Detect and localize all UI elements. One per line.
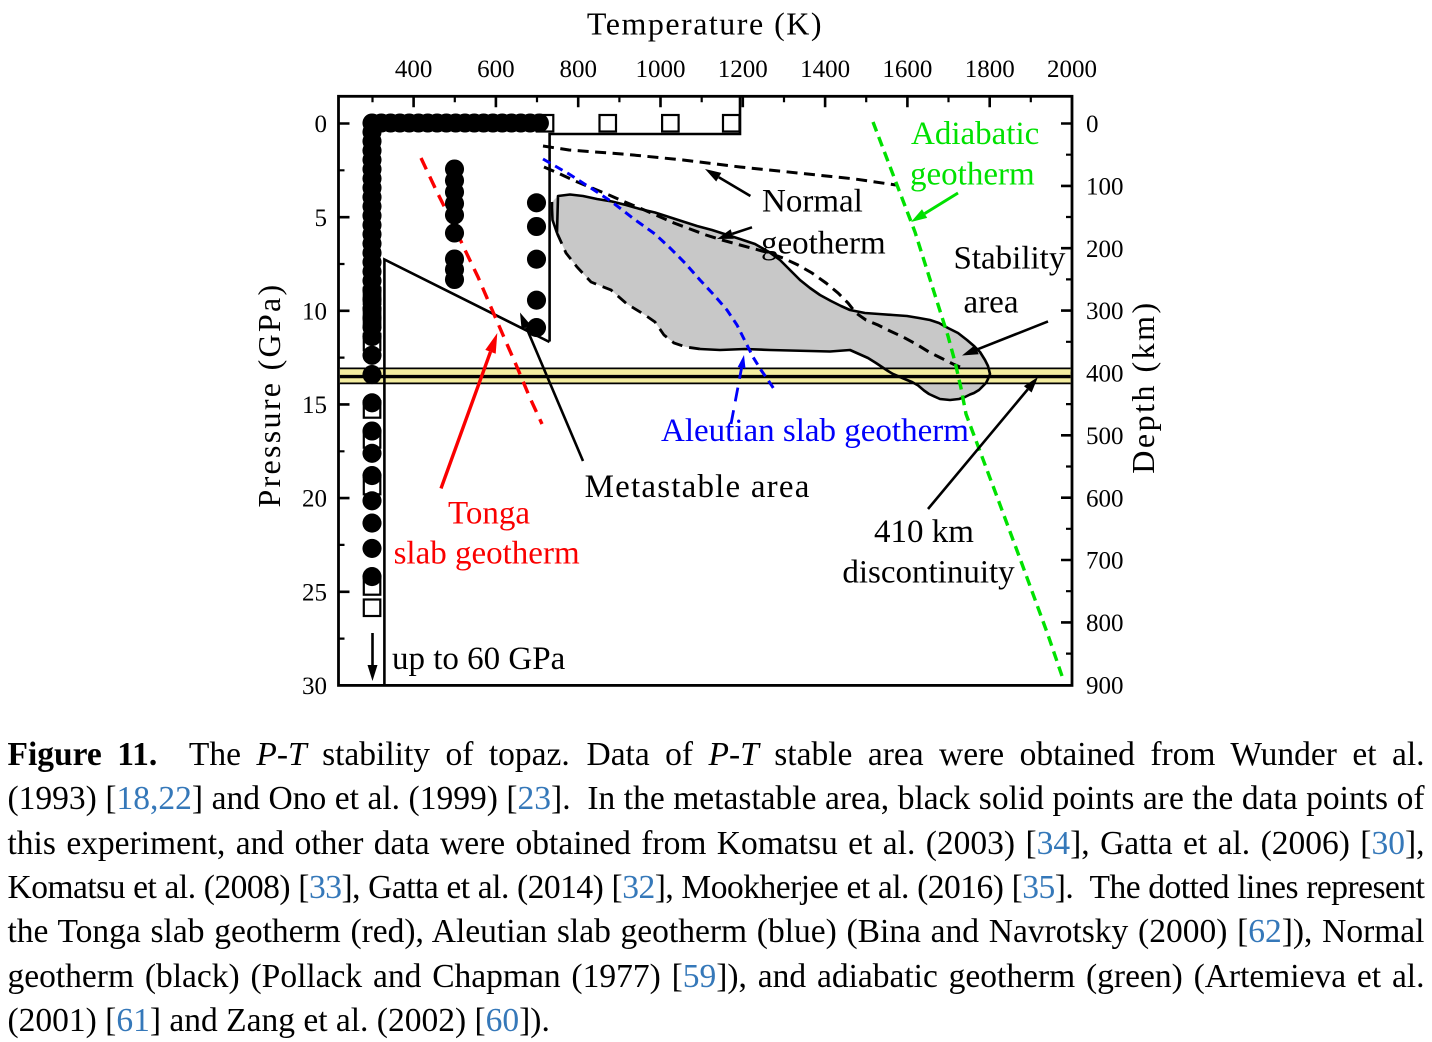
svg-text:1400: 1400 [800, 56, 850, 83]
svg-text:400: 400 [395, 56, 433, 83]
svg-text:geotherm: geotherm [761, 226, 886, 262]
svg-text:5: 5 [315, 205, 328, 232]
svg-text:410 km: 410 km [874, 514, 974, 550]
svg-text:100: 100 [1086, 174, 1124, 201]
svg-text:0: 0 [315, 111, 328, 138]
svg-text:up to 60 GPa: up to 60 GPa [392, 641, 566, 677]
svg-text:600: 600 [477, 56, 515, 83]
svg-text:area: area [964, 285, 1019, 321]
svg-text:10: 10 [302, 298, 327, 325]
svg-text:Aleutian slab geotherm: Aleutian slab geotherm [661, 413, 969, 449]
svg-text:600: 600 [1086, 485, 1124, 512]
svg-text:400: 400 [1086, 361, 1124, 388]
svg-text:1200: 1200 [718, 56, 768, 83]
svg-text:900: 900 [1086, 672, 1124, 699]
svg-text:2000: 2000 [1047, 56, 1097, 83]
svg-text:Normal: Normal [762, 184, 863, 220]
svg-text:500: 500 [1086, 423, 1124, 450]
svg-text:200: 200 [1086, 236, 1124, 263]
svg-text:20: 20 [302, 486, 327, 513]
svg-text:geotherm: geotherm [910, 157, 1035, 193]
svg-text:Adiabatic: Adiabatic [911, 116, 1039, 152]
svg-text:discontinuity: discontinuity [842, 555, 1015, 591]
svg-text:15: 15 [302, 392, 327, 419]
svg-text:1000: 1000 [636, 56, 686, 83]
svg-text:300: 300 [1086, 298, 1124, 325]
svg-text:Temperature (K): Temperature (K) [587, 6, 823, 42]
svg-text:Metastable area: Metastable area [585, 469, 811, 505]
svg-text:Tonga: Tonga [448, 495, 530, 531]
svg-text:slab geotherm: slab geotherm [394, 535, 580, 571]
svg-text:700: 700 [1086, 548, 1124, 575]
svg-text:Depth (km): Depth (km) [1125, 300, 1161, 473]
svg-text:0: 0 [1086, 111, 1099, 138]
svg-text:25: 25 [302, 579, 327, 606]
svg-text:1600: 1600 [882, 56, 932, 83]
svg-text:Pressure (GPa): Pressure (GPa) [251, 282, 287, 507]
svg-text:30: 30 [302, 673, 327, 700]
svg-text:1800: 1800 [965, 56, 1015, 83]
svg-text:Stability: Stability [954, 241, 1066, 277]
svg-text:800: 800 [1086, 610, 1124, 637]
svg-text:800: 800 [559, 56, 597, 83]
